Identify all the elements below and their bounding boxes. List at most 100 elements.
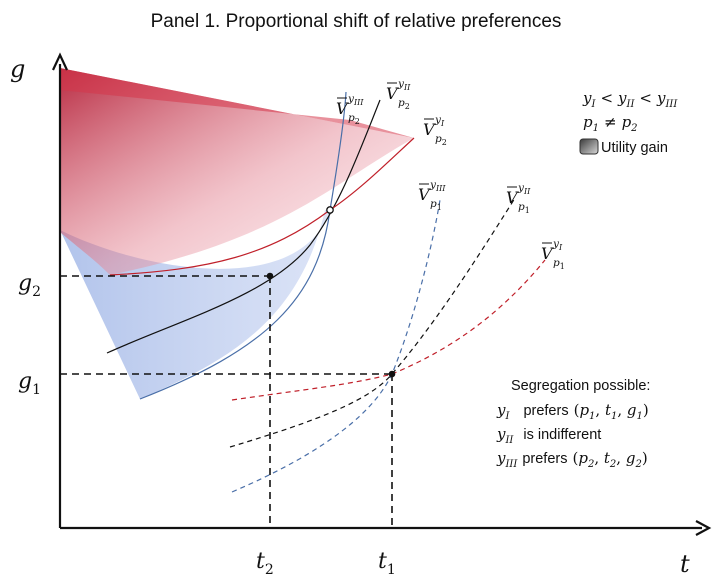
tick-t2: t2	[256, 549, 274, 578]
legend-price-a-sub: 1	[593, 123, 599, 134]
legend-income-c-sub: III	[664, 99, 678, 110]
note-line-yI: yI prefers (p1, t1, g1)	[496, 401, 649, 422]
note-yIII-b2: t	[604, 449, 611, 467]
legend-income-order: yI < yII < yIII	[582, 89, 678, 110]
legend-price-b: p	[622, 113, 632, 131]
label-v-p2-yI: V yI p2	[423, 114, 447, 147]
legend-utility-gain-label: Utility gain	[601, 140, 668, 156]
svg-text:p1: p1	[553, 257, 565, 271]
label-v-p1-yII-income: y	[517, 182, 525, 194]
label-v-p2-yIII-base: V	[336, 99, 349, 118]
legend-income-a: y	[582, 89, 592, 107]
tick-t2-sub: 2	[265, 562, 274, 578]
note-yIII-c2: ,	[616, 449, 626, 467]
legend-income-op2: <	[639, 89, 652, 107]
curve-v-p2-yIII	[139, 91, 347, 400]
x-axis-arrow-icon	[695, 520, 712, 536]
note-yIII-close: )	[642, 449, 648, 467]
note-yIII-c1: ,	[594, 449, 604, 467]
label-v-p1-yIII: V yIII p1	[418, 179, 446, 212]
label-v-p1-yIII-level: III	[435, 184, 446, 193]
tick-g2-sub: 2	[32, 284, 41, 300]
svg-text:yIII: yIII	[429, 179, 446, 193]
curve-v-p2-yII	[106, 99, 381, 354]
label-v-p2-yIII-price: p	[348, 112, 355, 124]
label-v-p1-yII-price: p	[518, 201, 525, 213]
label-v-p1-yII-index: 1	[525, 206, 530, 215]
note-yII-verb: is indifferent	[523, 427, 601, 443]
curve-v-p1-yIII	[231, 199, 441, 493]
legend-price-relation: p1 ≠ p2	[583, 113, 638, 134]
note-yIII-b1: 2	[587, 459, 594, 470]
label-v-p1-yIII-base: V	[418, 185, 431, 204]
note-line-yIII: yIII prefers (p2, t2, g2)	[496, 449, 648, 470]
x-axis-label: t	[680, 550, 690, 578]
red-utility-gain-region	[60, 68, 414, 275]
label-v-p1-yII-base: V	[506, 188, 519, 207]
legend-price-op: ≠	[604, 113, 617, 131]
note-yI-open: (	[574, 401, 580, 419]
legend-income-op1: <	[600, 89, 613, 107]
label-v-p2-yIII-index: 2	[355, 117, 360, 126]
note-yI-who: y	[496, 401, 506, 419]
curve-v-p1-yII	[229, 197, 516, 448]
svg-text:V: V	[386, 84, 399, 103]
point-t1-g1	[388, 370, 396, 378]
label-v-p2-yII-index: 2	[405, 102, 410, 111]
label-v-p2-yI-base: V	[423, 120, 436, 139]
svg-text:yI: yI	[552, 238, 563, 252]
legend-price-b-sub: 2	[630, 123, 637, 134]
red-utility-gain-top-wedge	[60, 68, 414, 138]
label-v-p1-yII-level: II	[523, 187, 531, 196]
legend-income-b-sub: II	[626, 99, 636, 110]
svg-text:p2: p2	[398, 97, 410, 111]
legend-income-c: y	[656, 89, 666, 107]
svg-text:V: V	[336, 99, 349, 118]
label-v-p1-yI-level: I	[558, 243, 563, 252]
svg-text:V: V	[541, 244, 554, 263]
label-v-p2-yI-index: 2	[442, 138, 447, 147]
note-yI-verb: prefers	[523, 403, 568, 419]
y-axis-label: g	[10, 55, 25, 83]
note-yI-b0: p	[579, 401, 589, 419]
label-v-p1-yI: V yI p1	[541, 238, 565, 271]
label-v-p2-yII-income: y	[397, 78, 405, 90]
note-yI-c1: ,	[595, 401, 605, 419]
y-axis-arrow-icon	[52, 52, 68, 71]
label-v-p2-yII-price: p	[398, 97, 405, 109]
tick-t1: t1	[378, 549, 396, 578]
legend-price-a: p	[583, 113, 593, 131]
note-yI-who-sub: I	[504, 411, 510, 422]
svg-text:V: V	[506, 188, 519, 207]
svg-text:p1: p1	[430, 198, 442, 212]
tick-g2: g2	[18, 271, 41, 300]
label-v-p2-yII: V yII p2	[386, 78, 411, 111]
note-yII-who: y	[496, 425, 506, 443]
chart-title: Panel 1. Proportional shift of relative …	[151, 11, 562, 32]
note-yI-b3: 1	[611, 411, 617, 422]
label-v-p2-yI-income: y	[434, 114, 442, 126]
label-v-p1-yII: V yII p1	[506, 182, 531, 215]
label-v-p2-yIII-level: III	[353, 98, 364, 107]
note-yIII-who: y	[496, 449, 506, 467]
label-v-p1-yI-income: y	[552, 238, 560, 250]
label-v-p2-yIII: V yIII p2	[336, 93, 364, 126]
note-yI-b5: 1	[637, 411, 643, 422]
label-v-p1-yIII-income: y	[429, 179, 437, 191]
note-yI-b2: t	[605, 401, 612, 419]
svg-text:p1: p1	[518, 201, 530, 215]
tick-t2-base: t	[256, 549, 265, 574]
note-yIII-b0: p	[578, 449, 588, 467]
point-t2-g2	[266, 272, 274, 280]
legend-income-a-sub: I	[590, 99, 596, 110]
label-v-p2-yI-level: I	[440, 119, 445, 128]
tick-g1: g1	[18, 369, 41, 398]
svg-text:p2: p2	[348, 112, 360, 126]
label-v-p1-yIII-index: 1	[437, 203, 442, 212]
label-v-p2-yII-base: V	[386, 84, 399, 103]
note-yIII-b3: 2	[609, 459, 616, 470]
label-v-p1-yI-price: p	[553, 257, 560, 269]
svg-text:yII: yII	[517, 182, 531, 196]
tick-g1-base: g	[18, 369, 32, 394]
